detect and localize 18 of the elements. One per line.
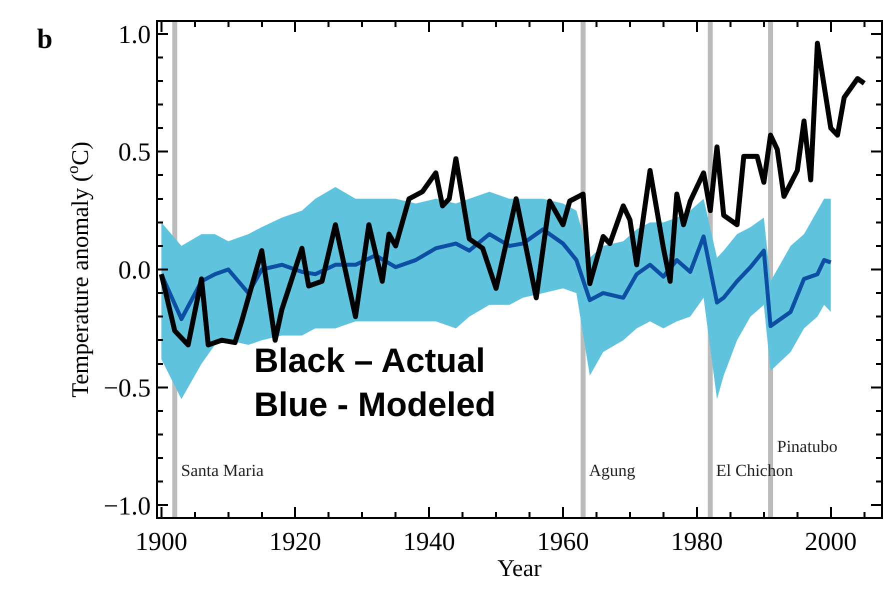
text: b [37,24,53,55]
x-tick-label: 1980 [670,527,723,556]
ref-line-label: Agung [589,461,636,480]
ref-line-label: El Chichon [716,461,794,480]
x-tick-label: 1940 [403,527,456,556]
ref-line-label: Santa Maria [181,461,264,480]
x-axis-title: Year [497,556,542,582]
x-tick-label: 1960 [537,527,590,556]
x-tick-label: 1920 [269,527,322,556]
y-tick-label: 0.0 [118,256,151,285]
y-tick-label: −1.0 [104,491,151,520]
y-tick-label: 0.5 [118,138,151,167]
y-tick-label: −0.5 [104,373,151,402]
x-tick-label: 1900 [135,527,188,556]
y-tick-label: 1.0 [118,20,151,49]
ref-line-label: Pinatubo [777,437,838,456]
annotation: Black – Actual Blue - Modeled [254,342,496,424]
x-tick-label: 2000 [804,527,857,556]
